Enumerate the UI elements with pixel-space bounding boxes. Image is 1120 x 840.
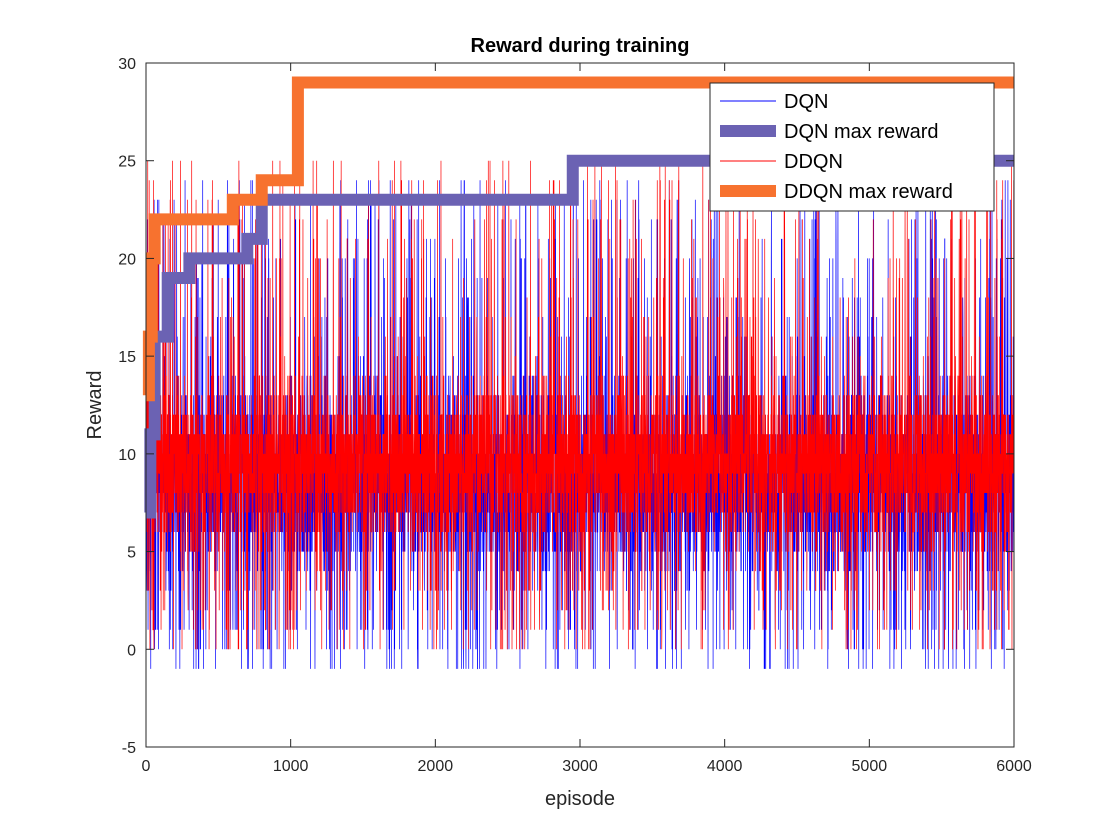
legend-label-dqn: DQN — [784, 91, 828, 113]
legend-label-ddqn-max: DDQN max reward — [784, 181, 953, 203]
x-tick-label: 1000 — [273, 758, 309, 775]
chart-title: Reward during training — [471, 35, 690, 57]
y-tick-label: 15 — [118, 349, 136, 366]
series-layer — [142, 76, 1015, 670]
x-axis-label: episode — [545, 788, 615, 810]
x-tick-label: 0 — [142, 758, 151, 775]
legend-label-dqn-max: DQN max reward — [784, 121, 938, 143]
dqn-max-reward-line — [144, 154, 1014, 519]
y-tick-label: -5 — [122, 740, 136, 757]
ddqn-max-reward-line — [142, 76, 1014, 402]
x-tick-label: 3000 — [562, 758, 598, 775]
x-tick-label: 5000 — [852, 758, 888, 775]
y-tick-label: 30 — [118, 56, 136, 73]
y-tick-label: 20 — [118, 251, 136, 268]
legend: DQN DQN max reward DDQN DDQN max reward — [709, 82, 995, 212]
x-tick-label: 2000 — [418, 758, 454, 775]
y-tick-label: 0 — [127, 642, 136, 659]
y-tick-label: 10 — [118, 447, 136, 464]
x-tick-label: 6000 — [996, 758, 1032, 775]
tick-layer: 0 1000 2000 3000 4000 5000 6000 -5 0 5 10 15 20 25 30 — [118, 56, 1032, 775]
x-tick-label: 4000 — [707, 758, 743, 775]
y-axis-label: Reward — [84, 371, 106, 440]
ddqn-series-line — [145, 160, 1015, 650]
legend-label-ddqn: DDQN — [784, 151, 843, 173]
y-tick-label: 5 — [127, 545, 136, 562]
y-tick-label: 25 — [118, 154, 136, 171]
